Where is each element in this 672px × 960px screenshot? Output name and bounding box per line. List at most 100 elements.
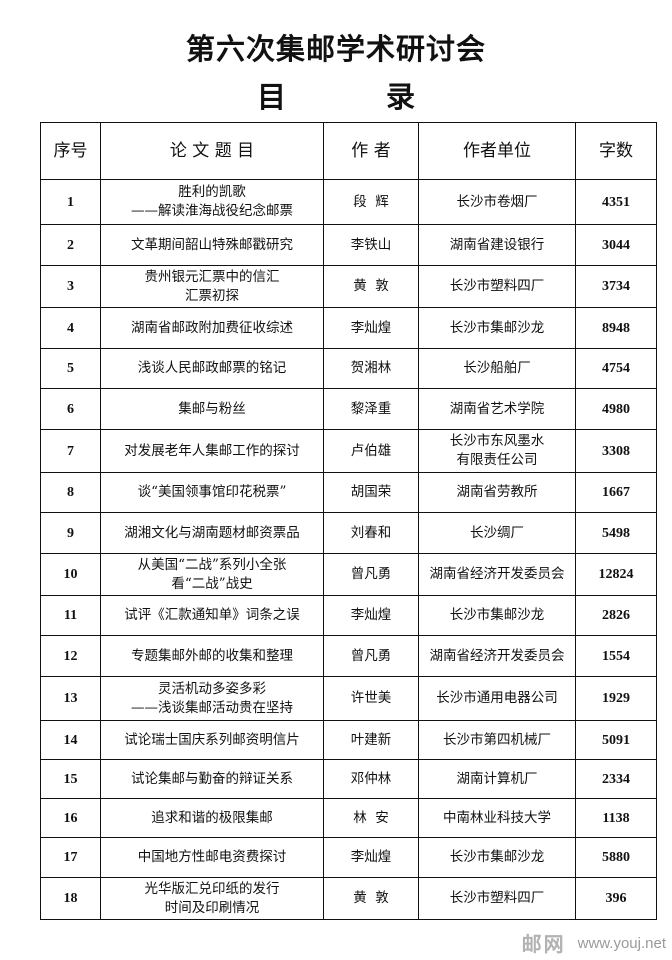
- table-row: 11 试评《汇款通知单》词条之误 李灿煌 长沙市集邮沙龙 2826: [40, 595, 657, 636]
- table-row: 3 贵州银元汇票中的信汇 汇票初探黄 敦长沙市塑料四厂 3734: [40, 265, 657, 308]
- title-line: 试评《汇款通知单》词条之误: [124, 607, 300, 623]
- table-row: 10 从美国“二战”系列小全张 看“二战”战史 曾凡勇 湖南省经济开发委员会 12824: [40, 553, 657, 596]
- title-line: 对发展老年人集邮工作的探讨: [124, 442, 300, 459]
- cell-word-count: 1554: [575, 635, 657, 677]
- cell-word-count: 4754: [575, 348, 657, 389]
- unit-line: 中南林业科技大学: [443, 809, 551, 826]
- cell-author: 黄 敦: [323, 265, 419, 308]
- unit-line: 长沙市集邮沙龙: [449, 849, 545, 865]
- title-line: 看“二战”战史: [171, 575, 253, 592]
- title-line: 集邮与粉丝: [178, 400, 246, 417]
- watermark-logo: 邮网: [521, 932, 566, 956]
- table-row: 14 试论瑞士国庆系列邮资明信片 叶建新 长沙市第四机械厂 5091: [40, 720, 657, 760]
- cell-title: 对发展老年人集邮工作的探讨: [100, 429, 324, 473]
- header-unit: 作者单位: [418, 122, 576, 180]
- cell-unit: 长沙市通用电器公司: [418, 676, 576, 721]
- cell-word-count: 1138: [575, 798, 657, 838]
- cell-number: 17: [40, 837, 101, 878]
- watermark: 邮网 www.youj.net: [522, 930, 666, 958]
- cell-title: 文革期间韶山特殊邮戳研究: [100, 224, 324, 266]
- title-line: 湖南省邮政附加费征收综述: [131, 319, 293, 336]
- cell-number: 9: [40, 512, 101, 554]
- cell-word-count: 396: [575, 877, 657, 920]
- cell-unit: 长沙市集邮沙龙: [418, 837, 576, 878]
- cell-author: 邓仲林: [323, 759, 419, 799]
- table-row: 1 胜利的凯歌 ——解读淮海战役纪念邮票 段 辉 长沙市卷烟厂 4351: [40, 179, 657, 225]
- table-row: 5 浅谈人民邮政邮票的铭记 贺湘林 长沙船舶厂 4754: [40, 348, 657, 389]
- table-row: 2 文革期间韶山特殊邮戳研究 李铁山 湖南省建设银行 3044: [40, 224, 657, 266]
- unit-line: 长沙市集邮沙龙: [449, 607, 545, 623]
- header-title: 论 文 题 目: [100, 122, 324, 180]
- table-row: 4 湖南省邮政附加费征收综述 李灿煌 长沙市集邮沙龙 8948: [40, 307, 657, 349]
- cell-author: 许世美: [323, 676, 419, 721]
- cell-title: 灵活机动多姿多彩 ——浅谈集邮活动贵在坚持: [100, 676, 324, 721]
- cell-author: 李灿煌: [323, 837, 419, 878]
- cell-word-count: 3734: [575, 265, 657, 308]
- header-number: 序号: [40, 122, 101, 180]
- table-row: 8 谈“美国领事馆印花税票” 胡国荣 湖南省劳教所 1667: [40, 472, 657, 513]
- title-line: 贵州银元汇票中的信汇: [144, 268, 280, 285]
- title-line: 从美国“二战”系列小全张: [137, 556, 287, 573]
- unit-line: 长沙市通用电器公司: [436, 690, 558, 706]
- title-line: 追求和谐的极限集邮: [151, 809, 273, 826]
- cell-unit: 中南林业科技大学: [418, 798, 576, 838]
- unit-line: 湖南省经济开发委员会: [429, 647, 565, 664]
- table-row: 16 追求和谐的极限集邮 林 安 中南林业科技大学 1138: [40, 798, 657, 838]
- cell-title: 浅谈人民邮政邮票的铭记: [100, 348, 324, 389]
- cell-author: 曾凡勇: [323, 553, 419, 596]
- cell-word-count: 5498: [575, 512, 657, 554]
- cell-word-count: 1929: [575, 676, 657, 721]
- unit-line: 湖南省建设银行: [449, 236, 545, 253]
- cell-title: 湖湘文化与湖南题材邮资票品: [100, 512, 324, 554]
- cell-unit: 长沙市集邮沙龙: [418, 595, 576, 636]
- table-row: 9 湖湘文化与湖南题材邮资票品 刘春和 长沙绸厂 5498: [40, 512, 657, 554]
- table-row: 7 对发展老年人集邮工作的探讨 卢伯雄 长沙市东风墨水 有限责任公司 3308: [40, 429, 657, 473]
- cell-author: 刘春和: [323, 512, 419, 554]
- title-line: 胜利的凯歌: [178, 184, 246, 200]
- cell-number: 14: [40, 720, 101, 760]
- cell-title: 试论瑞士国庆系列邮资明信片: [100, 720, 324, 760]
- table-body: 1 胜利的凯歌 ——解读淮海战役纪念邮票段 辉长沙市卷烟厂 4351 2 文革期间韶山特殊…: [40, 179, 657, 920]
- cell-word-count: 3044: [575, 224, 657, 266]
- cell-unit: 长沙市塑料四厂: [418, 877, 576, 920]
- unit-line: 湖南省艺术学院: [449, 400, 545, 417]
- cell-author: 林 安: [323, 798, 419, 838]
- cell-title: 试评《汇款通知单》词条之误: [100, 595, 324, 636]
- title-line: 灵活机动多姿多彩: [158, 680, 266, 697]
- cell-title: 贵州银元汇票中的信汇 汇票初探: [100, 265, 324, 308]
- unit-line: 长沙市卷烟厂: [456, 193, 538, 210]
- title-line: 汇票初探: [185, 287, 239, 304]
- title-line: 试论集邮与勤奋的辩证关系: [131, 770, 293, 787]
- unit-line: 长沙市东风墨水: [449, 433, 545, 449]
- title-line: 试论瑞士国庆系列邮资明信片: [124, 731, 300, 748]
- unit-line: 长沙绸厂: [470, 524, 524, 541]
- title-line: 湖湘文化与湖南题材邮资票品: [124, 524, 300, 541]
- table-row: 17 中国地方性邮电资费探讨 李灿煌 长沙市集邮沙龙 5880: [40, 837, 657, 878]
- cell-unit: 湖南省经济开发委员会: [418, 553, 576, 596]
- cell-number: 15: [40, 759, 101, 799]
- cell-title: 试论集邮与勤奋的辩证关系: [100, 759, 324, 799]
- cell-title: 谈“美国领事馆印花税票”: [100, 472, 324, 513]
- unit-line: 长沙市塑料四厂: [449, 278, 545, 294]
- cell-number: 6: [40, 388, 101, 430]
- cell-number: 1: [40, 179, 101, 225]
- unit-line: 湖南省经济开发委员会: [429, 566, 565, 582]
- cell-unit: 湖南省经济开发委员会: [418, 635, 576, 677]
- title-line: ——解读淮海战役纪念邮票: [131, 203, 293, 219]
- unit-line: 长沙市塑料四厂: [449, 890, 545, 906]
- cell-unit: 长沙绸厂: [418, 512, 576, 554]
- cell-author: 卢伯雄: [323, 429, 419, 473]
- header-word-count: 字数: [575, 122, 657, 180]
- cell-number: 11: [40, 595, 101, 636]
- cell-number: 8: [40, 472, 101, 513]
- title-line: 中国地方性邮电资费探讨: [137, 849, 287, 865]
- cell-title: 集邮与粉丝: [100, 388, 324, 430]
- cell-number: 3: [40, 265, 101, 308]
- title-line: 谈“美国领事馆印花税票”: [137, 484, 287, 500]
- cell-number: 5: [40, 348, 101, 389]
- cell-author: 黄 敦: [323, 877, 419, 920]
- header-author: 作 者: [323, 122, 419, 180]
- title-line: 专题集邮外邮的收集和整理: [131, 647, 293, 664]
- cell-word-count: 3308: [575, 429, 657, 473]
- cell-author: 曾凡勇: [323, 635, 419, 677]
